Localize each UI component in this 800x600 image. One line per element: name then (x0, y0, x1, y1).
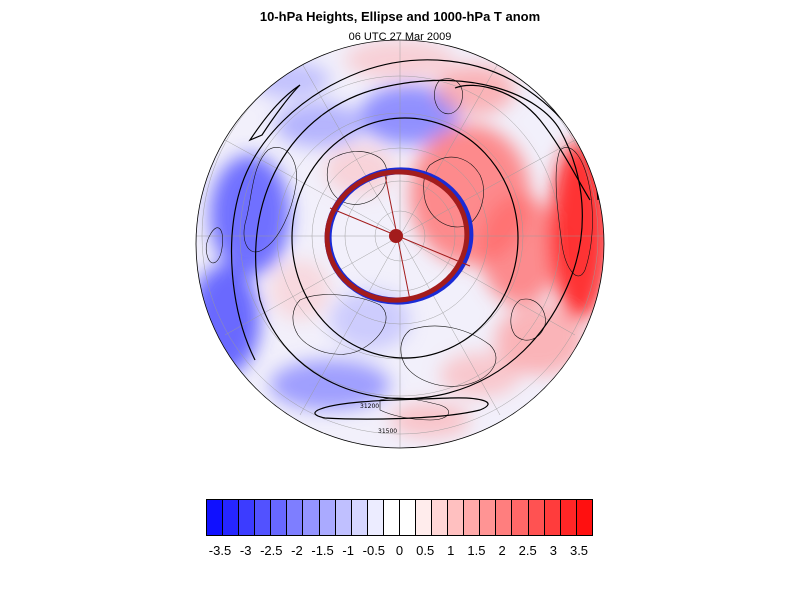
height-contours (230, 59, 599, 420)
colorbar-tick-label: -1 (342, 543, 354, 558)
vortex-ellipse (324, 167, 474, 305)
colorbar-segment (255, 500, 272, 535)
colorbar-segment (464, 500, 481, 535)
colorbar-segment (512, 500, 529, 535)
colorbar-tick-label: 2.5 (518, 543, 537, 558)
colorbar-segment (303, 500, 320, 535)
colorbar-segment (367, 500, 384, 535)
colorbar-tick-label: 0 (395, 543, 404, 558)
globe-outline (195, 39, 605, 449)
colorbar-segment (560, 500, 577, 535)
colorbar-tick-label: 1 (447, 543, 455, 558)
colorbar-tick-label: -2.5 (260, 543, 283, 558)
colorbar-segment (319, 500, 336, 535)
colorbar-segment (239, 500, 256, 535)
colorbar-segment (448, 500, 465, 535)
contour-label-31500: 31500 (378, 428, 397, 435)
coastlines (205, 78, 593, 421)
colorbar-tick-label: 0.5 (416, 543, 435, 558)
ellipse-center-marker (389, 229, 403, 243)
colorbar-segment (544, 500, 561, 535)
temperature-anomaly-field (196, 40, 604, 438)
colorbar-segment (399, 500, 417, 535)
colorbar-segment (207, 500, 224, 535)
colorbar-tick-label: 2 (498, 543, 506, 558)
colorbar (206, 499, 593, 536)
colorbar-segment (271, 500, 288, 535)
colorbar-tick-labels: -3.5 -3 -2.5 -2 -1.5 -1 -0.5 0 0.5 1 1.5 2 2.5 3 3.5 (0, 543, 800, 559)
colorbar-tick-label: -3 (239, 543, 252, 558)
colorbar-segment (335, 500, 352, 535)
colorbar-segment (576, 500, 592, 535)
colorbar-segment (432, 500, 449, 535)
chart-subtitle: 06 UTC 27 Mar 2009 (348, 31, 452, 43)
colorbar-tick-label: -0.5 (362, 543, 386, 558)
colorbar-tick-label: 3.5 (569, 543, 589, 558)
colorbar-segment (528, 500, 545, 535)
colorbar-tick-label: -2 (291, 543, 303, 558)
contour-label-31200: 31200 (360, 403, 379, 410)
colorbar-segment (383, 500, 400, 535)
colorbar-tick-label: -3.5 (208, 543, 232, 558)
colorbar-segment (496, 500, 513, 535)
chart-title: 10-hPa Heights, Ellipse and 1000-hPa T a… (259, 9, 541, 24)
colorbar-tick-label: 3 (549, 543, 557, 558)
colorbar-tick-label: -1.5 (311, 543, 334, 558)
colorbar-segment (416, 500, 433, 535)
colorbar-segment (351, 500, 368, 535)
colorbar-segment (480, 500, 497, 535)
colorbar-segment (223, 500, 240, 535)
colorbar-tick-label: 1.5 (467, 543, 486, 558)
colorbar-segment (287, 500, 304, 535)
